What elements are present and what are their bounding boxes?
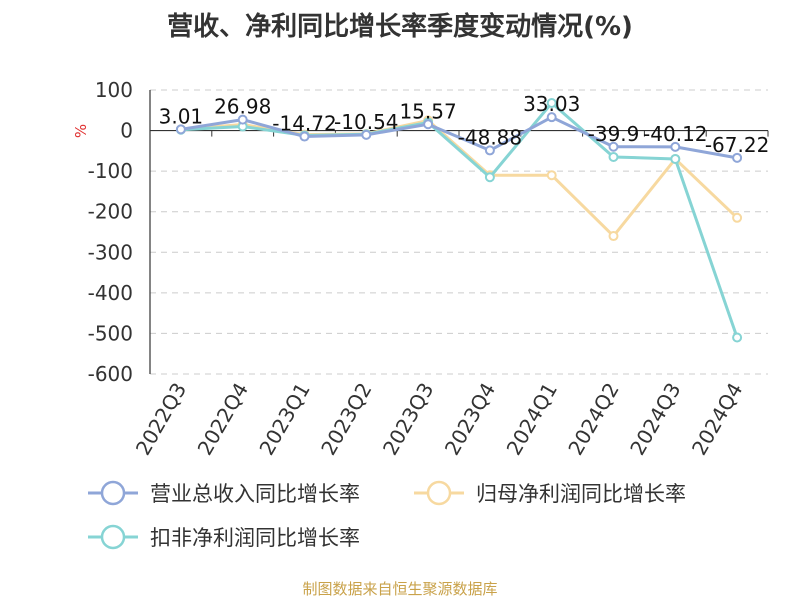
data-point[interactable]: [732, 152, 743, 163]
data-point[interactable]: [484, 145, 495, 156]
x-tick-label: 2024Q1: [502, 379, 562, 460]
series-line: [180, 115, 738, 160]
legend-marker: [426, 480, 452, 506]
y-tick-label: -600: [88, 362, 133, 386]
x-tick-label: 2023Q4: [440, 379, 500, 460]
series-lines: [175, 97, 743, 343]
x-tick-labels: 2022Q3 2022Q4 2023Q1 2023Q2 2023Q3 2023Q4 2024…: [131, 378, 748, 459]
y-tick-labels: 100 0 -100 -200 -300 -400 -500 -600: [88, 78, 133, 386]
data-point[interactable]: [546, 97, 557, 108]
data-point[interactable]: [608, 151, 619, 162]
x-tick-label: 2022Q3: [131, 379, 191, 460]
chart-title: 营收、净利同比增长率季度变动情况(%): [167, 12, 633, 42]
data-point[interactable]: [670, 141, 681, 152]
data-label: -14.72: [272, 112, 336, 136]
data-label: 26.98: [214, 95, 271, 119]
grid: [150, 89, 768, 375]
x-tick-label: 2024Q2: [563, 379, 623, 460]
y-tick-label: -300: [88, 240, 133, 264]
y-tick-label: -500: [88, 321, 133, 345]
data-point[interactable]: [732, 332, 743, 343]
x-tick-label: 2024Q3: [625, 379, 685, 460]
y-tick-label: -400: [88, 281, 133, 305]
y-tick-label: 0: [120, 119, 133, 143]
data-point[interactable]: [175, 124, 186, 135]
data-point[interactable]: [670, 153, 681, 164]
legend-marker: [100, 524, 126, 550]
data-label: -67.22: [705, 133, 769, 157]
x-tick-label: 2024Q4: [687, 379, 747, 460]
data-point[interactable]: [546, 170, 557, 181]
y-tick-label: 100: [95, 78, 133, 102]
data-point[interactable]: [608, 231, 619, 242]
data-label: -39.9: [588, 122, 640, 146]
legend-marker: [100, 480, 126, 506]
data-point[interactable]: [608, 141, 619, 152]
data-point[interactable]: [546, 112, 557, 123]
legend-item[interactable]: 扣非净利润同比增长率: [88, 524, 360, 550]
legend-item[interactable]: 营业总收入同比增长率: [88, 480, 360, 506]
data-label: -40.12: [643, 122, 707, 146]
y-tick-label: -200: [88, 200, 133, 224]
data-label: 33.03: [523, 92, 580, 116]
data-point[interactable]: [361, 129, 372, 140]
x-tick-label: 2023Q2: [316, 379, 376, 460]
legend-label: 营业总收入同比增长率: [150, 482, 360, 506]
y-axis-label: %: [72, 124, 90, 138]
source-footer: 制图数据来自恒生聚源数据库: [302, 580, 498, 598]
x-tick-label: 2023Q3: [378, 378, 438, 459]
data-label: -10.54: [334, 110, 398, 134]
series-line: [180, 101, 739, 338]
legend-item[interactable]: 归母净利润同比增长率: [414, 480, 686, 506]
data-point[interactable]: [237, 114, 248, 125]
data-label: 15.57: [399, 99, 456, 123]
data-point[interactable]: [299, 131, 310, 142]
data-label: 3.01: [159, 104, 204, 128]
data-label: -48.88: [458, 125, 522, 149]
axes: [149, 90, 769, 374]
legend-label: 扣非净利润同比增长率: [150, 526, 360, 550]
legend-label: 归母净利润同比增长率: [476, 482, 686, 506]
y-tick-label: -100: [88, 159, 133, 183]
data-point[interactable]: [423, 119, 434, 130]
data-point[interactable]: [732, 212, 743, 223]
x-tick-label: 2023Q1: [254, 379, 314, 460]
x-tick-label: 2022Q4: [193, 379, 253, 460]
data-point[interactable]: [484, 172, 495, 183]
